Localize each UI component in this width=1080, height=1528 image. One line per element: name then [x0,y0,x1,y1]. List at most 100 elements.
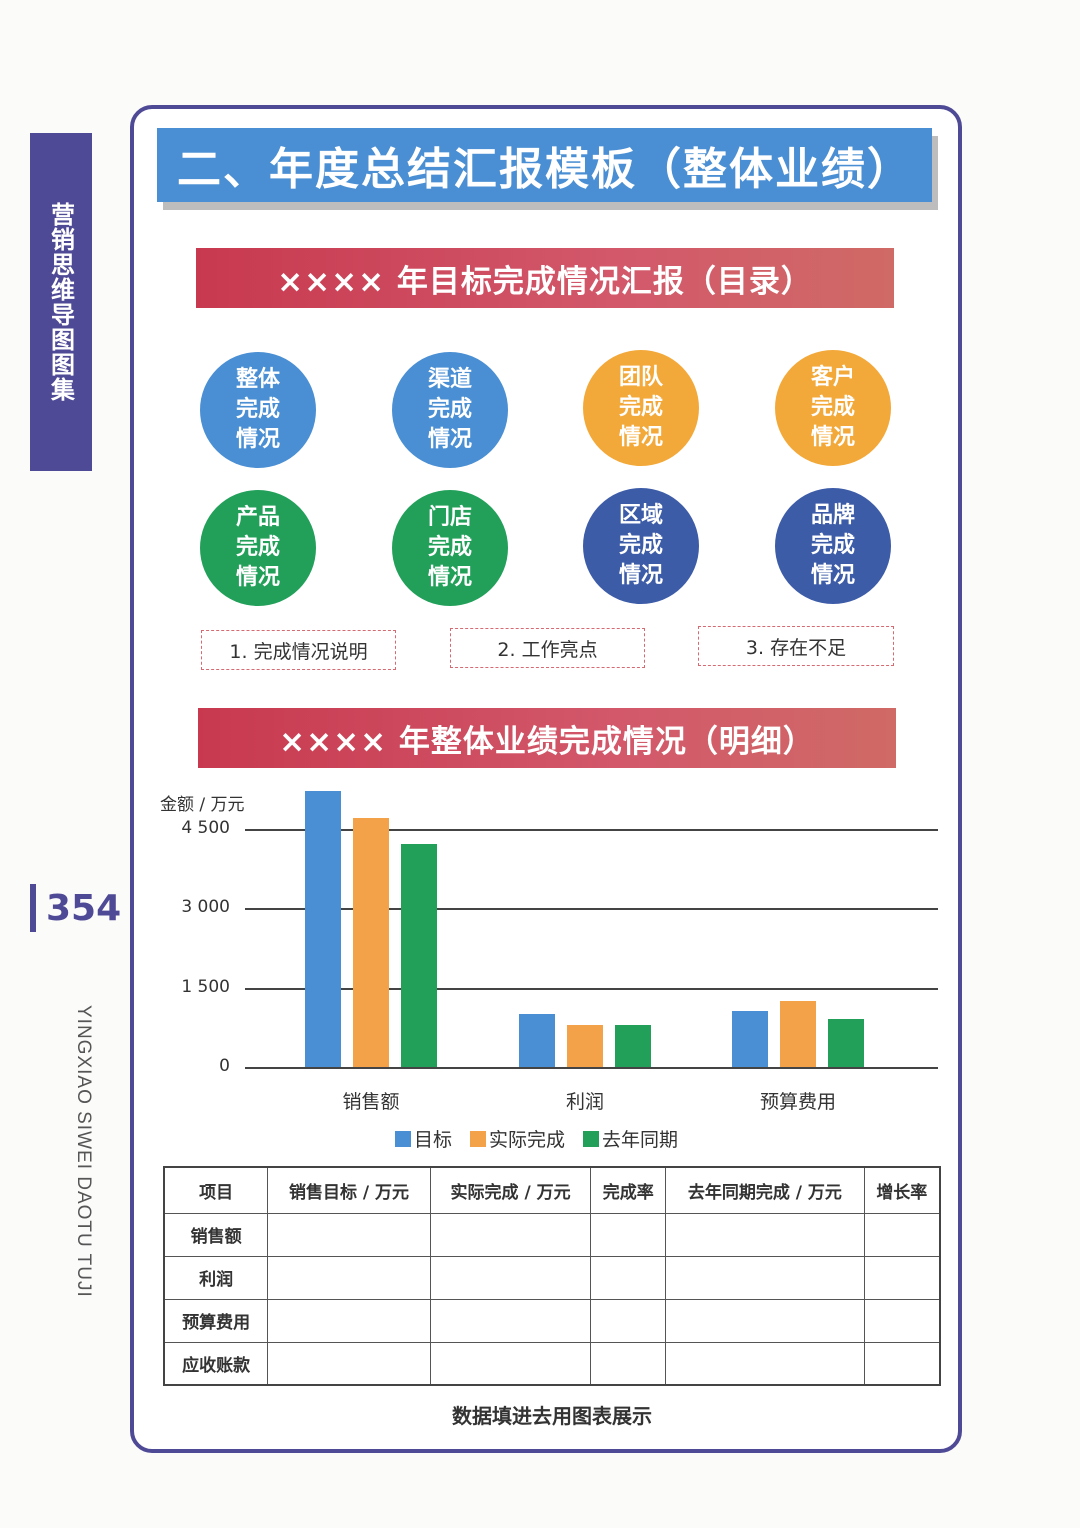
toc-circle-label: 客户完成情况 [810,365,855,450]
data-cell[interactable] [267,1298,431,1343]
bar-实际完成 [780,1000,816,1067]
row-label-cell: 销售额 [163,1212,269,1257]
page-number-bar [30,884,36,932]
page-number: 354 [30,884,121,932]
table-header-cell: 实际完成 / 万元 [429,1166,592,1214]
legend-label: 去年同期 [602,1129,679,1151]
toc-point-label: 2. 工作亮点 [497,638,598,661]
data-cell[interactable] [665,1341,865,1386]
toc-circle: 渠道完成情况 [392,352,508,468]
book-title: 营销思维导图图集 [46,202,75,402]
x-category-label: 销售额 [342,1091,400,1113]
book-title-tab: 营销思维导图图集 [30,133,92,471]
page-title: 二、年度总结汇报模板（整体业绩） [157,128,932,202]
data-cell[interactable] [590,1212,667,1257]
x-category-label: 利润 [565,1091,604,1113]
toc-point-1: 1. 完成情况说明 [201,630,396,670]
data-cell[interactable] [665,1255,865,1300]
toc-point-2: 2. 工作亮点 [450,628,645,668]
data-cell[interactable] [590,1298,667,1343]
y-tick: 4 500 [181,817,230,838]
table-header-cell: 项目 [163,1166,269,1214]
gridline [245,828,938,831]
legend-item: 实际完成 [470,1125,565,1152]
legend-swatch-icon [583,1130,600,1147]
toc-banner-text: ×××× 年目标完成情况汇报（目录） [277,263,813,300]
toc-point-3: 3. 存在不足 [698,626,894,666]
table-row: 应收账款 [163,1341,941,1386]
data-cell[interactable] [267,1212,431,1257]
detail-banner-text: ×××× 年整体业绩完成情况（明细） [279,723,815,760]
toc-circle: 品牌完成情况 [775,488,891,604]
gridline [245,908,938,910]
bar-目标 [519,1014,555,1067]
toc-circle-label: 区域完成情况 [618,503,663,588]
row-label-cell: 应收账款 [163,1341,269,1386]
pinyin-title: YINGXIAO SIWEI DAOTU TUJI [73,1005,94,1298]
page-number-text: 354 [46,887,122,929]
data-cell[interactable] [590,1341,667,1386]
bar-chart: 金额 / 万元 0 1 500 3 000 4 500 销售额 利润 预算费用 目标 实际完成… [150,780,950,1160]
gridline [245,987,938,990]
y-tick: 0 [219,1056,230,1076]
toc-circle-label: 产品完成情况 [235,505,280,590]
toc-circle-label: 品牌完成情况 [810,503,855,588]
toc-circle: 客户完成情况 [775,350,891,466]
legend-label: 目标 [414,1129,453,1151]
toc-circle: 整体完成情况 [200,352,316,468]
toc-circle: 门店完成情况 [392,490,508,606]
table-row: 预算费用 [163,1298,941,1343]
y-tick: 1 500 [181,976,230,997]
y-axis-label: 金额 / 万元 [160,795,245,815]
data-cell[interactable] [863,1255,941,1300]
data-table: 项目 销售目标 / 万元 实际完成 / 万元 完成率 去年同期完成 / 万元 增长率 销售… [163,1166,941,1386]
y-tick: 3 000 [181,897,230,917]
toc-banner: ×××× 年目标完成情况汇报（目录） [196,248,894,308]
toc-circle-label: 团队完成情况 [618,365,663,450]
data-cell[interactable] [429,1341,592,1386]
data-cell[interactable] [665,1298,865,1343]
table-row: 利润 [163,1255,941,1300]
detail-banner: ×××× 年整体业绩完成情况（明细） [198,708,896,768]
legend-swatch-icon [470,1130,487,1147]
legend-swatch-icon [395,1130,411,1147]
data-cell[interactable] [429,1298,592,1343]
table-header-cell: 增长率 [863,1166,941,1214]
x-category-label: 预算费用 [759,1091,836,1113]
legend-item: 去年同期 [583,1125,678,1152]
bar-去年同期 [828,1019,864,1067]
toc-circle: 团队完成情况 [583,350,699,466]
table-header-cell: 销售目标 / 万元 [267,1166,431,1214]
bar-实际完成 [353,817,389,1067]
bar-去年同期 [615,1024,651,1067]
data-cell[interactable] [267,1341,431,1386]
toc-point-label: 1. 完成情况说明 [229,640,368,663]
data-cell[interactable] [590,1255,667,1300]
data-cell[interactable] [863,1212,941,1257]
legend-label: 实际完成 [489,1129,566,1151]
chart-legend: 目标 实际完成 去年同期 [395,1125,678,1152]
data-cell[interactable] [429,1212,592,1257]
table-header-cell: 去年同期完成 / 万元 [665,1166,865,1214]
toc-circle-label: 门店完成情况 [427,505,472,590]
bar-实际完成 [567,1024,603,1067]
bar-目标 [732,1011,768,1067]
table-header-cell: 完成率 [590,1166,667,1214]
row-label-cell: 预算费用 [163,1298,269,1343]
toc-circle: 区域完成情况 [583,488,699,604]
bar-去年同期 [401,844,437,1067]
toc-circle-label: 渠道完成情况 [427,367,472,452]
data-cell[interactable] [665,1212,865,1257]
bar-目标 [305,791,341,1067]
gridline [245,1067,938,1069]
data-cell[interactable] [267,1255,431,1300]
footnote: 数据填进去用图表展示 [452,1404,652,1428]
toc-point-label: 3. 存在不足 [745,636,847,659]
page-title-text: 二、年度总结汇报模板（整体业绩） [177,144,913,195]
row-label-cell: 利润 [163,1255,269,1300]
data-cell[interactable] [429,1255,592,1300]
table-row: 销售额 [163,1212,941,1257]
toc-circle-label: 整体完成情况 [235,367,280,452]
data-cell[interactable] [863,1341,941,1386]
data-cell[interactable] [863,1298,941,1343]
